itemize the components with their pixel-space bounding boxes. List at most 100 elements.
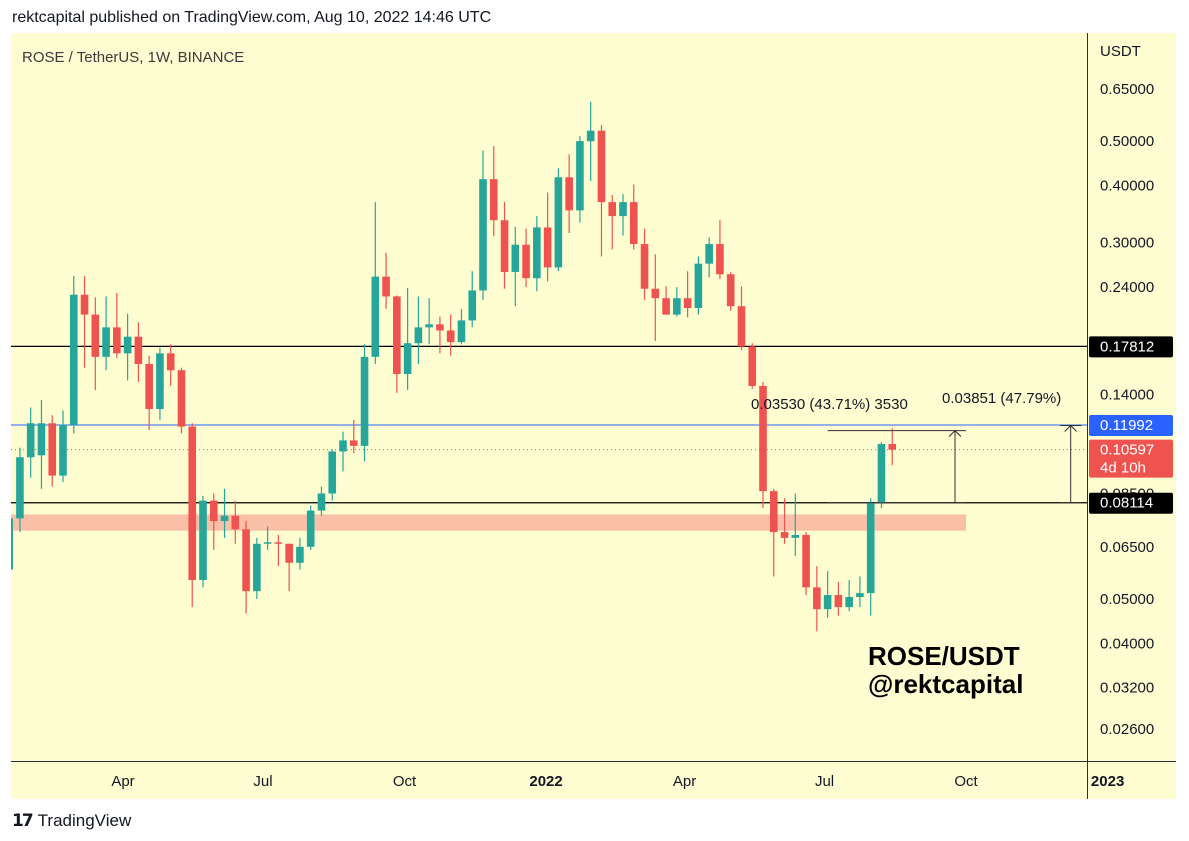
candle-body [69,294,78,425]
candle-body [479,179,487,291]
candle [813,566,821,632]
candle [382,252,390,309]
candle-body [888,444,897,450]
time-tick-label: 2023 [1091,773,1124,790]
candle [705,237,713,278]
tradingview-brand[interactable]: 17 TradingView [12,811,131,831]
candle [759,381,767,509]
candle [446,314,455,356]
candle [619,194,627,236]
candle [177,367,186,434]
candle [834,581,843,616]
candle-body [102,327,110,357]
candle-body [414,327,423,344]
time-tick-label: 2022 [529,773,562,790]
candle-body [349,440,358,446]
candle-body [683,298,692,309]
candle-body [802,534,810,588]
candle [414,296,423,365]
price-tick-label: 0.14000 [1100,386,1154,403]
candle [597,125,606,257]
candle-body [866,503,875,594]
candle-body [845,597,853,608]
candle [263,526,272,550]
time-tick-label: Jul [253,773,272,790]
candle-body [263,542,272,544]
candle [166,344,175,386]
candle-body [694,263,703,309]
candle [403,287,412,391]
candle-body [306,510,315,547]
price-tick-label: 0.04000 [1100,635,1154,652]
candle [522,228,530,288]
candle-body [769,491,778,533]
candle-body [317,493,326,511]
candle-body [11,518,13,570]
candle [748,343,757,389]
level-price-label-bg [1089,415,1173,437]
candle [285,543,293,592]
candle [457,308,466,345]
candle-body [425,324,433,328]
candle-body [468,290,477,321]
plot-layer [11,101,1087,632]
price-tick-label: 0.05000 [1100,591,1154,608]
candle [156,347,164,421]
candle-body [382,276,390,297]
candle-body [554,177,563,268]
price-tick-label: 0.03200 [1100,680,1154,697]
candlestick-chart[interactable]: 0.03530 (43.71%) 3530 0.03851 (47.79%) 0.6… [11,33,1175,799]
candle [576,136,584,223]
candle [694,256,703,315]
candle [608,195,617,250]
candle-body [253,543,261,592]
level-price-label-text: 0.08114 [1100,495,1153,512]
candle-body [651,288,660,299]
candle-body [145,364,153,409]
candle-body [856,593,864,598]
time-tick-label: Apr [111,773,134,790]
candle-body [231,515,240,530]
candle [500,202,509,289]
measure-arrow-icon [948,429,962,437]
candle-body [360,356,369,446]
price-tick-label: 0.50000 [1100,133,1154,150]
candle [662,286,670,315]
candle-body [16,457,24,519]
candle [145,355,153,430]
candle-body [134,336,143,365]
candle [640,228,649,300]
candle-body [586,130,595,142]
candle [629,184,638,250]
candle-body [220,515,229,522]
price-range-measure [1059,424,1082,504]
candle-body [629,202,638,245]
time-tick-label: Jul [815,773,834,790]
candle [673,287,681,317]
candle-body [533,227,541,279]
level-price-label: 0.17812 [1089,336,1173,358]
candle [823,571,832,618]
candle-body [640,244,649,289]
candle [16,447,24,533]
candle-body [877,444,886,504]
candle-body [823,595,832,610]
price-scale[interactable] [1087,33,1176,761]
scale-corner [1087,761,1176,799]
plot-area[interactable] [11,33,1087,761]
candle [393,295,401,393]
candle [328,449,337,501]
candle-body [242,529,250,592]
price-axis-title: USDT [1100,43,1141,60]
candle [802,532,810,596]
publish-info: rektcapital published on TradingView.com… [12,9,492,26]
candle-body [393,296,401,375]
candle [123,313,132,381]
time-scale[interactable] [11,761,1087,799]
candle [37,400,46,489]
candle [888,428,897,466]
candle-body [791,534,800,538]
candle-body [813,587,821,610]
candle-body [716,244,724,275]
support-zone [11,514,967,531]
